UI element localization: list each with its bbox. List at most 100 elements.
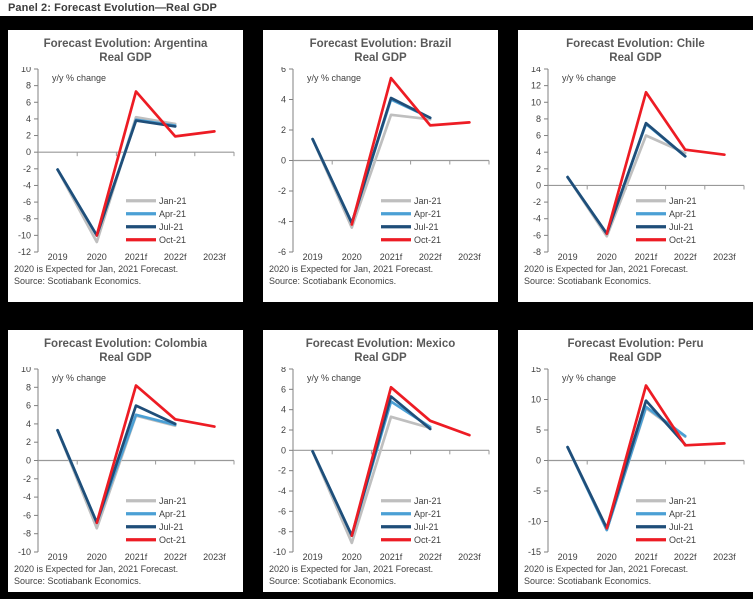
svg-text:2019: 2019: [48, 252, 68, 262]
chart-footnotes: 2020 is Expected for Jan, 2021 Forecast.…: [8, 264, 243, 287]
svg-text:Oct-21: Oct-21: [669, 235, 696, 245]
page-header: Panel 2: Forecast Evolution—Real GDP: [0, 0, 753, 16]
svg-text:2022f: 2022f: [674, 252, 697, 262]
chart-panel-peru: Forecast Evolution: Peru Real GDP -15 -10…: [518, 330, 753, 592]
svg-text:2021f: 2021f: [125, 552, 148, 562]
chart-title: Forecast Evolution: Brazil Real GDP: [263, 30, 498, 65]
svg-text:2021f: 2021f: [635, 252, 658, 262]
chart-title-line1: Forecast Evolution: Brazil: [309, 38, 452, 50]
svg-text:6: 6: [536, 131, 541, 141]
svg-text:2020: 2020: [87, 552, 107, 562]
svg-text:-4: -4: [278, 217, 286, 227]
svg-text:10: 10: [531, 395, 541, 405]
chart-title-line1: Forecast Evolution: Chile: [566, 38, 705, 50]
chart-footnotes: 2020 is Expected for Jan, 2021 Forecast.…: [263, 264, 498, 287]
svg-text:Jul-21: Jul-21: [669, 522, 694, 532]
svg-text:-12: -12: [18, 247, 31, 257]
chart-title-line2: Real GDP: [99, 52, 152, 65]
line-chart-chile: -8 -6 -4 -2 0 2 4 6 8 10 12 14 y/y % change 2019 2020 2…: [531, 67, 745, 262]
svg-text:4: 4: [26, 419, 31, 429]
page-title: Panel 2: Forecast Evolution—Real GDP: [8, 2, 217, 14]
svg-text:Oct-21: Oct-21: [669, 535, 696, 545]
svg-text:6: 6: [26, 97, 31, 107]
svg-text:-2: -2: [23, 164, 31, 174]
svg-text:2023f: 2023f: [203, 552, 226, 562]
svg-text:8: 8: [26, 81, 31, 91]
svg-text:2020: 2020: [87, 252, 107, 262]
svg-text:y/y % change: y/y % change: [562, 373, 616, 383]
svg-text:2019: 2019: [558, 552, 578, 562]
svg-text:2023f: 2023f: [458, 252, 481, 262]
chart-panel-colombia: Forecast Evolution: Colombia Real GDP -1…: [8, 330, 243, 592]
svg-text:4: 4: [26, 114, 31, 124]
svg-text:2022f: 2022f: [419, 552, 442, 562]
svg-text:4: 4: [536, 147, 541, 157]
svg-text:2020: 2020: [597, 252, 617, 262]
svg-text:Jul-21: Jul-21: [159, 222, 184, 232]
chart-title: Forecast Evolution: Peru Real GDP: [518, 330, 753, 365]
svg-text:Oct-21: Oct-21: [159, 535, 186, 545]
svg-text:Jul-21: Jul-21: [414, 222, 439, 232]
svg-text:14: 14: [531, 67, 541, 74]
chart-panel-chile: Forecast Evolution: Chile Real GDP -8 -6-…: [518, 30, 753, 302]
svg-text:Jan-21: Jan-21: [159, 196, 187, 206]
svg-text:0: 0: [26, 456, 31, 466]
footnote-forecast-note: 2020 is Expected for Jan, 2021 Forecast.: [14, 564, 179, 575]
footnote-forecast-note: 2020 is Expected for Jan, 2021 Forecast.: [14, 264, 179, 275]
svg-text:-8: -8: [278, 527, 286, 537]
chart-title-line1: Forecast Evolution: Mexico: [305, 338, 456, 350]
svg-text:Oct-21: Oct-21: [159, 235, 186, 245]
svg-text:2023f: 2023f: [203, 252, 226, 262]
svg-text:Apr-21: Apr-21: [159, 209, 186, 219]
line-chart-mexico: -10 -8 -6 -4 -2 0 2 4 6 8 y/y % change 2019 2020 2021…: [273, 367, 490, 562]
svg-text:Jan-21: Jan-21: [159, 496, 187, 506]
svg-text:Jan-21: Jan-21: [669, 496, 697, 506]
svg-text:6: 6: [26, 401, 31, 411]
svg-text:-10: -10: [18, 230, 31, 240]
svg-text:y/y % change: y/y % change: [562, 73, 616, 83]
svg-text:2020: 2020: [342, 252, 362, 262]
svg-text:2021f: 2021f: [125, 252, 148, 262]
line-chart-brazil: -6 -4 -2 0 2 4 6 y/y % change 2019 2020 2021f 2022f…: [278, 67, 490, 262]
svg-text:2021f: 2021f: [635, 552, 658, 562]
svg-text:2: 2: [281, 125, 286, 135]
svg-text:-2: -2: [533, 197, 541, 207]
svg-text:y/y % change: y/y % change: [307, 73, 361, 83]
svg-text:6: 6: [281, 384, 286, 394]
svg-text:0: 0: [26, 147, 31, 157]
svg-text:2023f: 2023f: [713, 552, 736, 562]
svg-text:2021f: 2021f: [380, 252, 403, 262]
footnote-forecast-note: 2020 is Expected for Jan, 2021 Forecast.: [524, 564, 689, 575]
svg-text:-2: -2: [278, 466, 286, 476]
svg-text:2: 2: [26, 131, 31, 141]
chart-title-line2: Real GDP: [609, 352, 662, 365]
footnote-source: Source: Scotiabank Economics.: [524, 275, 652, 286]
svg-text:-4: -4: [23, 492, 31, 502]
svg-text:Apr-21: Apr-21: [669, 209, 696, 219]
svg-text:8: 8: [26, 382, 31, 392]
svg-text:2020: 2020: [342, 552, 362, 562]
svg-text:0: 0: [536, 180, 541, 190]
footnote-forecast-note: 2020 is Expected for Jan, 2021 Forecast.: [269, 564, 434, 575]
chart-title-line2: Real GDP: [609, 52, 662, 65]
svg-text:Apr-21: Apr-21: [669, 509, 696, 519]
svg-text:-6: -6: [23, 510, 31, 520]
svg-text:-6: -6: [278, 506, 286, 516]
svg-text:8: 8: [281, 367, 286, 374]
chart-title: Forecast Evolution: Mexico Real GDP: [263, 330, 498, 365]
svg-text:2: 2: [536, 164, 541, 174]
chart-title: Forecast Evolution: Argentina Real GDP: [8, 30, 243, 65]
svg-text:-15: -15: [528, 547, 541, 557]
footnote-forecast-note: 2020 is Expected for Jan, 2021 Forecast.: [269, 264, 434, 275]
svg-text:0: 0: [281, 445, 286, 455]
svg-text:2020: 2020: [597, 552, 617, 562]
svg-text:-2: -2: [23, 474, 31, 484]
svg-text:2021f: 2021f: [380, 552, 403, 562]
svg-text:0: 0: [281, 156, 286, 166]
svg-text:y/y % change: y/y % change: [52, 73, 106, 83]
svg-text:2: 2: [281, 425, 286, 435]
svg-text:-5: -5: [533, 486, 541, 496]
chart-title-line1: Forecast Evolution: Argentina: [43, 38, 208, 50]
svg-text:10: 10: [21, 67, 31, 74]
footnote-source: Source: Scotiabank Economics.: [269, 575, 397, 586]
